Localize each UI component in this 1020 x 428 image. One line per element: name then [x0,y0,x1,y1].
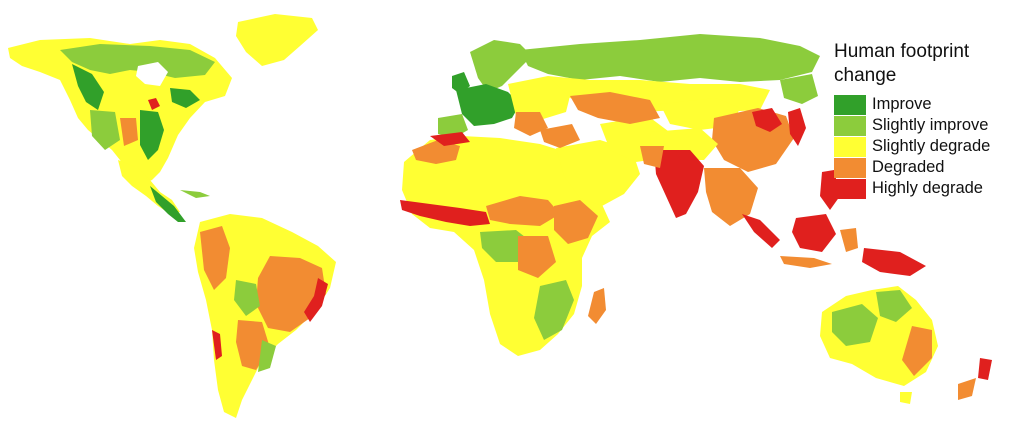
sumatra [742,214,780,248]
legend-swatch [834,178,866,199]
madagascar [588,288,606,324]
us-central [120,118,138,146]
legend-item: Degraded [834,157,1004,178]
tasmania [900,392,912,404]
central-asia [570,92,660,124]
west-africa [486,196,560,226]
russia-north [520,34,820,82]
east-africa-rift [518,236,556,278]
canada-west [72,64,104,110]
sahara-north [412,140,460,164]
legend-label: Highly degrade [872,179,983,197]
canada-east [170,88,200,108]
india [654,150,704,218]
legend-label: Degraded [872,158,945,176]
india-north [640,146,664,168]
canada-arctic [60,44,215,78]
great-lakes [148,98,160,110]
western-europe [456,84,520,126]
amazon-arc [200,226,230,290]
australia-east [902,326,932,376]
uk [452,72,470,94]
us-east [140,110,164,160]
north-america [8,38,232,222]
legend-swatch [834,115,866,136]
africa [400,132,610,356]
scandinavia [470,40,532,92]
asia [520,34,820,226]
legend-item: Slightly improve [834,115,1004,136]
sahel-band [400,200,490,226]
iberia [438,114,468,138]
new-zealand-north [978,358,992,380]
legend-swatch [834,157,866,178]
central-america [150,186,186,222]
legend-items: Improve Slightly improve Slightly degrade D… [834,94,1004,199]
eastern-europe [508,76,572,120]
australia [820,286,992,404]
brazil-coast [304,278,328,322]
sulawesi [840,228,858,252]
levant [540,124,580,148]
north-africa-coast [430,132,470,146]
south-america [194,214,336,418]
east-africa [554,200,598,244]
legend-label: Slightly degrade [872,137,991,155]
china-east [712,108,794,172]
legend-item: Improve [834,94,1004,115]
chile [212,330,222,360]
bolivia [234,280,260,316]
greenland [236,14,318,66]
europe [438,40,572,138]
australia-north [876,290,912,322]
map-legend: Human footprint change Improve Slightly i… [834,40,1004,199]
russia-far-east [780,74,818,104]
new-zealand-south [958,378,976,400]
legend-item: Slightly degrade [834,136,1004,157]
southern-africa [534,280,574,340]
borneo [792,214,836,252]
se-asia [704,168,758,226]
new-guinea [862,248,926,276]
argentina-east [258,340,276,372]
us-west [90,110,120,150]
caribbean [180,190,210,198]
arabia [556,140,640,206]
legend-item: Highly degrade [834,178,1004,199]
korea-japan [788,108,806,146]
legend-title: Human footprint change [834,41,970,86]
legend-swatch [834,136,866,157]
australia-west [832,304,878,346]
balkans [514,112,548,136]
maritime-se-asia [742,170,926,276]
java [780,256,832,268]
china-coast [752,108,782,132]
legend-label: Slightly improve [872,116,989,134]
legend-label: Improve [872,95,932,113]
hudson-bay [136,62,168,86]
legend-swatch [834,94,866,115]
